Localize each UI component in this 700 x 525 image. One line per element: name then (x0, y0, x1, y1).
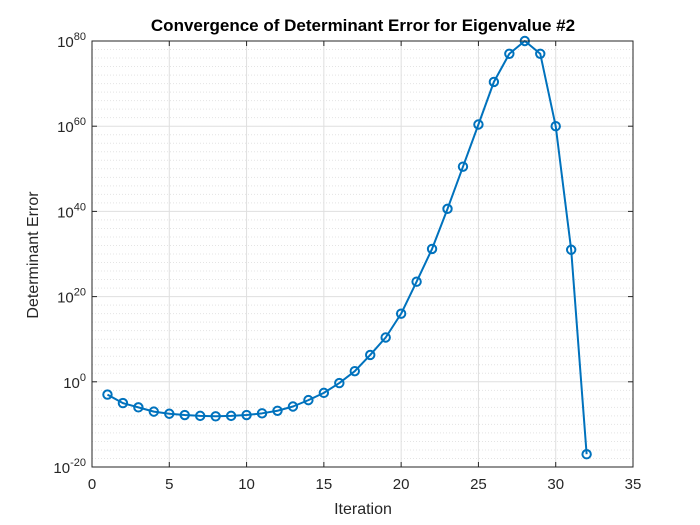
x-tick-label: 35 (625, 476, 642, 493)
data-point (117, 397, 129, 409)
data-point (395, 308, 407, 319)
data-point (210, 411, 221, 422)
data-point (225, 410, 237, 422)
data-point (473, 119, 484, 130)
data-point (148, 406, 160, 417)
data-point (303, 394, 314, 406)
data-point (411, 276, 422, 287)
series-layer (102, 35, 592, 460)
series-line (106, 40, 588, 455)
data-point (535, 48, 546, 59)
data-point (287, 401, 299, 412)
x-tick-label: 25 (470, 476, 487, 493)
data-point (380, 332, 391, 343)
data-point (179, 409, 190, 421)
data-point (272, 405, 283, 416)
data-point (488, 76, 500, 88)
x-tick-label: 10 (238, 476, 255, 493)
data-point (581, 449, 592, 460)
x-tick-label: 5 (165, 476, 173, 493)
data-point (195, 410, 206, 422)
data-point (164, 408, 175, 419)
data-point (318, 387, 330, 399)
x-tick-label: 20 (393, 476, 410, 493)
x-tick-label: 15 (316, 476, 333, 493)
data-point (442, 203, 453, 215)
y-tick-label: 1080 (57, 31, 86, 51)
axes: 0 5 10 15 20 25 30 35 10-20 100 1020 1040 1060 1080 (53, 31, 641, 493)
data-point (334, 377, 345, 389)
data-point (256, 408, 268, 419)
data-point (241, 409, 252, 421)
chart-title: Convergence of Determinant Error for Eig… (151, 16, 575, 35)
data-point (133, 402, 144, 413)
data-point (102, 389, 113, 400)
data-point (565, 244, 577, 255)
data-point (457, 161, 469, 172)
y-tick-label: 1020 (57, 287, 86, 307)
x-axis-label: Iteration (334, 501, 392, 518)
data-point (550, 121, 561, 132)
y-tick-label: 1040 (57, 201, 86, 221)
axes-box (91, 40, 634, 468)
data-point (426, 243, 438, 255)
data-point (349, 365, 360, 377)
x-tick-label: 30 (547, 476, 564, 493)
y-axis-label: Determinant Error (25, 191, 42, 319)
y-tick-label: 10-20 (53, 457, 86, 477)
x-tick-label: 0 (88, 476, 96, 493)
data-point (504, 48, 515, 59)
y-tick-label: 100 (63, 372, 86, 392)
data-point (365, 349, 376, 361)
y-tick-label: 1060 (57, 116, 86, 136)
